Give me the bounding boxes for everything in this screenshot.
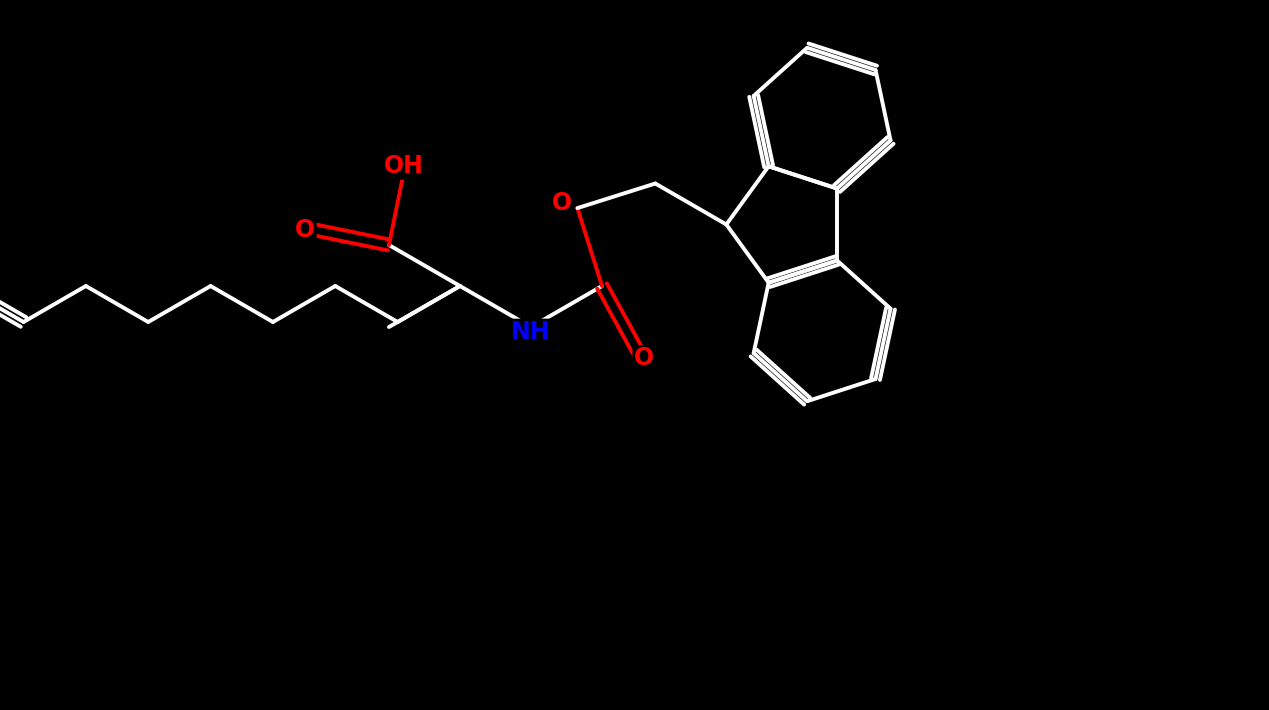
Text: O: O xyxy=(634,346,654,370)
Text: OH: OH xyxy=(385,154,424,178)
Text: OH: OH xyxy=(385,154,424,178)
Text: O: O xyxy=(634,346,654,370)
Text: O: O xyxy=(552,191,572,215)
Text: NH: NH xyxy=(511,320,551,344)
Text: O: O xyxy=(296,218,315,242)
Text: O: O xyxy=(296,218,315,242)
Text: NH: NH xyxy=(511,320,551,344)
Text: O: O xyxy=(552,191,572,215)
